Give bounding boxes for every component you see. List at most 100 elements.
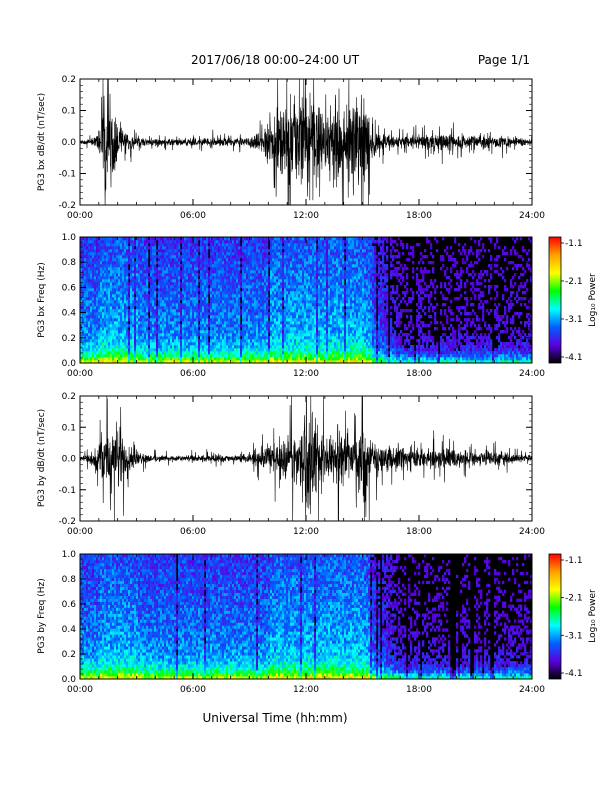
spectrogram-cell xyxy=(170,342,173,346)
spectrogram-cell xyxy=(142,297,145,301)
spectrogram-cell xyxy=(126,357,129,361)
spectrogram-cell xyxy=(96,357,99,361)
spectrogram-cell xyxy=(266,255,269,259)
spectrogram-cell xyxy=(94,333,97,337)
spectrogram-cell xyxy=(214,279,217,283)
spectrogram-cell xyxy=(176,291,179,295)
spectrogram-cell xyxy=(308,336,311,340)
spectrogram-cell xyxy=(236,273,239,277)
spectrogram-cell xyxy=(98,348,101,352)
spectrogram-cell xyxy=(90,345,93,349)
spectrogram-cell xyxy=(282,330,285,334)
spectrogram-cell xyxy=(310,351,313,355)
spectrogram-cell xyxy=(184,336,187,340)
spectrogram-cell xyxy=(220,297,223,301)
spectrogram-cell xyxy=(306,240,309,244)
spectrogram-cell xyxy=(250,345,253,349)
spectrogram-cell xyxy=(114,330,117,334)
spectrogram-cell xyxy=(182,312,185,316)
spectrogram-cell xyxy=(204,327,207,331)
spectrogram-cell xyxy=(116,333,119,337)
spectrogram-cell xyxy=(158,300,161,304)
spectrogram-cell xyxy=(126,303,129,307)
spectrogram-cell xyxy=(272,282,275,286)
spectrogram-cell xyxy=(194,297,197,301)
spectrogram-cell xyxy=(110,324,113,328)
spectrogram-cell xyxy=(216,285,219,289)
spectrogram-cell xyxy=(88,282,91,286)
spectrogram-cell xyxy=(114,303,117,307)
spectrogram-cell xyxy=(296,297,299,301)
spectrogram-cell xyxy=(260,246,263,250)
spectrogram-cell xyxy=(312,345,315,349)
spectrogram-cell xyxy=(134,273,137,277)
spectrogram-cell xyxy=(100,273,103,277)
spectrogram-cell xyxy=(306,270,309,274)
spectrogram-cell xyxy=(306,294,309,298)
spectrogram-cell xyxy=(198,309,201,313)
spectrogram-cell xyxy=(256,258,259,262)
spectrogram-cell xyxy=(206,354,209,358)
spectrogram-cell xyxy=(136,330,139,334)
spectrogram-cell xyxy=(92,312,95,316)
spectrogram-cell xyxy=(314,243,317,247)
spectrogram-cell xyxy=(106,321,109,325)
spectrogram-cell xyxy=(258,309,261,313)
spectrogram-cell xyxy=(306,309,309,313)
spectrogram-cell xyxy=(296,279,299,283)
spectrogram-cell xyxy=(162,252,165,256)
spectrogram-cell xyxy=(138,243,141,247)
spectrogram-cell xyxy=(108,351,111,355)
spectrogram-cell xyxy=(204,261,207,265)
spectrogram-cell xyxy=(176,324,179,328)
spectrogram-cell xyxy=(276,348,279,352)
spectrogram-cell xyxy=(88,318,91,322)
spectrogram-cell xyxy=(138,318,141,322)
spectrogram-cell xyxy=(126,315,129,319)
spectrogram-cell xyxy=(186,258,189,262)
spectrogram-cell xyxy=(144,246,147,250)
spectrogram-cell xyxy=(132,246,135,250)
spectrogram-cell xyxy=(194,342,197,346)
spectrogram-cell xyxy=(142,255,145,259)
spectrogram-cell xyxy=(222,354,225,358)
spectrogram-cell xyxy=(102,246,105,250)
spectrogram-cell xyxy=(296,261,299,265)
spectrogram-cell xyxy=(116,351,119,355)
spectrogram-cell xyxy=(140,291,143,295)
spectrogram-cell xyxy=(152,294,155,298)
spectrogram-cell xyxy=(176,339,179,343)
spectrogram-cell xyxy=(166,357,169,361)
spectrogram-cell xyxy=(116,309,119,313)
spectrogram-cell xyxy=(226,264,229,268)
spectrogram-cell xyxy=(254,342,257,346)
spectrogram-cell xyxy=(296,252,299,256)
spectrogram-cell xyxy=(158,336,161,340)
spectrogram-cell xyxy=(234,333,237,337)
spectrogram-cell xyxy=(186,246,189,250)
spectrogram-cell xyxy=(162,324,165,328)
spectrogram-cell xyxy=(108,354,111,358)
spectrogram-cell xyxy=(188,339,191,343)
spectrogram-cell xyxy=(106,237,109,241)
spectrogram-cell xyxy=(276,258,279,262)
spectrogram-cell xyxy=(94,273,97,277)
spectrogram-cell xyxy=(182,270,185,274)
spectrogram-cell xyxy=(242,303,245,307)
spectrogram-cell xyxy=(138,333,141,337)
spectrogram-cell xyxy=(236,240,239,244)
spectrogram-cell xyxy=(240,255,243,259)
spectrogram-cell xyxy=(260,237,263,241)
spectrogram-cell xyxy=(294,246,297,250)
spectrogram-cell xyxy=(152,330,155,334)
spectrogram-cell xyxy=(168,300,171,304)
spectrogram-cell xyxy=(198,333,201,337)
spectrogram-cell xyxy=(180,285,183,289)
spectrogram-cell xyxy=(304,297,307,301)
spectrogram-cell xyxy=(166,324,169,328)
spectrogram-cell xyxy=(240,249,243,253)
spectrogram-cell xyxy=(200,246,203,250)
spectrogram-cell xyxy=(298,255,301,259)
spectrogram-cell xyxy=(170,240,173,244)
spectrogram-cell xyxy=(114,279,117,283)
